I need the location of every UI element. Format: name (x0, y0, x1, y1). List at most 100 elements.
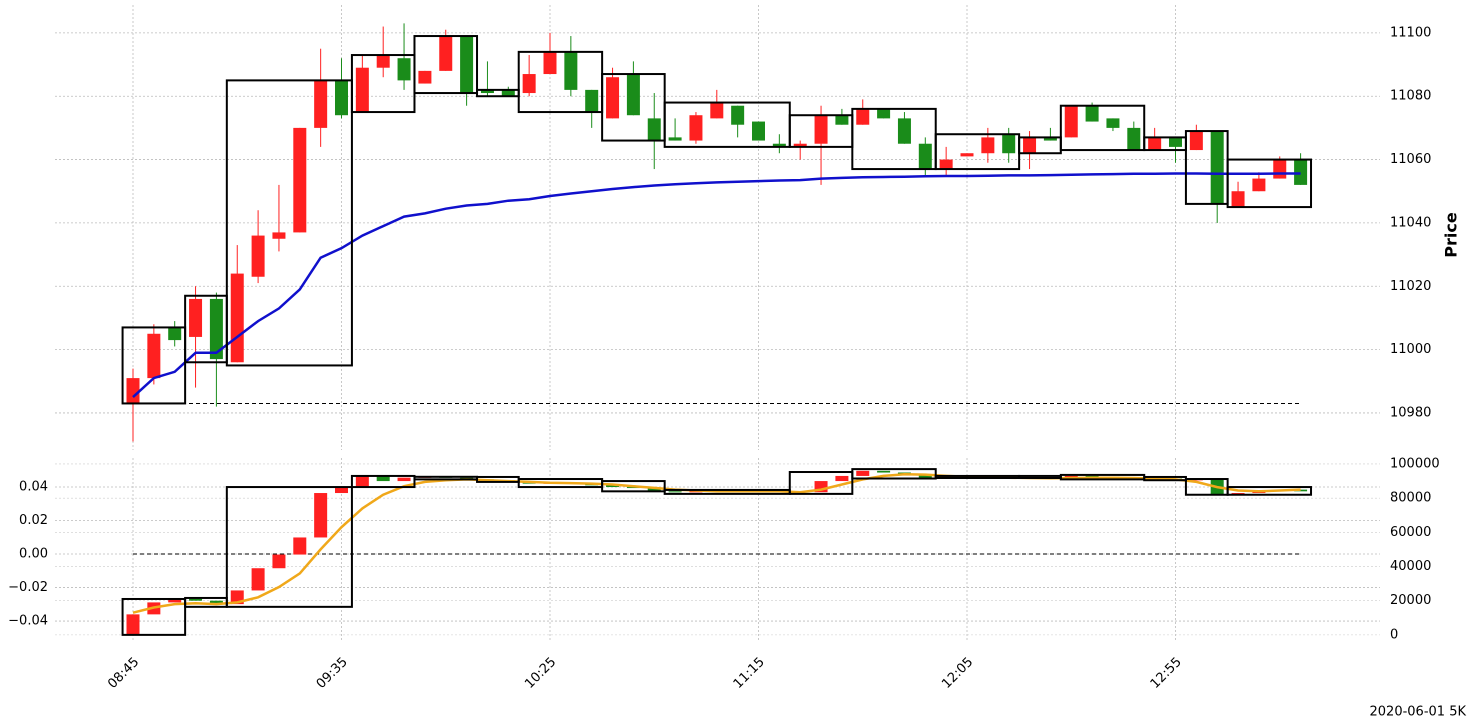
candle-body (480, 89, 494, 94)
candle-body (293, 537, 307, 555)
box (1226, 486, 1313, 496)
candle-body (1189, 131, 1203, 151)
y-tick-label: 10980 (1390, 405, 1431, 420)
candle-body (1085, 475, 1099, 477)
candle-body (168, 598, 182, 603)
candle-body (835, 115, 849, 125)
candle-body (647, 118, 661, 141)
box (350, 474, 416, 489)
candle-body (543, 51, 557, 75)
candle-body (772, 143, 786, 147)
candle-body (626, 487, 640, 489)
candle-body (397, 477, 411, 482)
candle-body (1023, 137, 1037, 154)
candle-body (209, 600, 223, 605)
candle-body (1148, 137, 1162, 151)
candle-body (230, 273, 244, 363)
candle-body (626, 74, 640, 116)
candle-body (272, 554, 286, 569)
y-tick-label: 11060 (1390, 152, 1431, 167)
box (663, 101, 791, 148)
candle-body (856, 470, 870, 476)
box (225, 486, 353, 608)
x-tick-label: 12:05 (939, 655, 976, 692)
y2-tick-label: 60000 (1390, 525, 1431, 540)
x-tick-label: 10:25 (522, 655, 559, 692)
box (1226, 158, 1313, 209)
box (121, 597, 187, 636)
y-tick-label: 11000 (1390, 342, 1431, 357)
candle-body (126, 614, 140, 635)
y-tick-label: 11080 (1390, 89, 1431, 104)
candle-body (335, 80, 348, 116)
candle-body (564, 51, 578, 90)
candle-body (1294, 159, 1308, 185)
y-tick-label: 0.02 (19, 513, 48, 528)
candle-body (355, 67, 369, 113)
box (121, 326, 187, 405)
candle-body (147, 333, 161, 379)
candle-body (439, 36, 453, 71)
candle-body (168, 327, 182, 341)
candle-body (376, 475, 390, 482)
candle-body (918, 474, 932, 479)
candle-body (585, 89, 599, 113)
candle-body (1127, 127, 1141, 151)
candle-body (189, 598, 203, 601)
candle-body (314, 80, 328, 128)
candle-body (918, 143, 932, 170)
candle-body (1169, 137, 1182, 147)
box (601, 480, 666, 493)
y-tick-label: 11040 (1390, 215, 1431, 230)
y2-tick-label: 20000 (1390, 593, 1431, 608)
line (132, 472, 1301, 614)
candle-body (314, 493, 328, 538)
candle-body (1252, 178, 1266, 192)
candle-body (355, 475, 369, 488)
candle-body (209, 298, 223, 360)
candle-body (877, 108, 891, 119)
candle-body (522, 74, 536, 94)
candle-body (335, 487, 348, 494)
candle-body (376, 55, 390, 68)
y-tick-label: 11020 (1390, 279, 1431, 294)
annotation: 2020-06-01 5K (1370, 705, 1467, 720)
candle-body (1085, 105, 1099, 122)
candle-body (1106, 118, 1120, 128)
box (413, 35, 479, 95)
box (1059, 104, 1146, 152)
candle-body (606, 485, 620, 488)
candle-body (793, 143, 807, 147)
candle-body (877, 470, 891, 473)
candle-body (460, 36, 474, 94)
candle-body (126, 378, 140, 404)
candle-body (606, 77, 620, 119)
candle-body (981, 137, 995, 154)
y-axis-title: Price (1442, 212, 1461, 258)
candle-body (1273, 159, 1287, 179)
candle-body (1064, 105, 1078, 138)
candle-body (501, 89, 515, 97)
x-tick-label: 11:15 (731, 655, 768, 692)
candle-body (647, 487, 661, 492)
candle-body (939, 159, 953, 170)
candle-body (189, 298, 203, 337)
candle-body (752, 121, 765, 141)
y2-tick-label: 80000 (1390, 491, 1431, 506)
y-tick-label: 0.00 (19, 547, 48, 562)
x-tick-label: 09:35 (314, 655, 351, 692)
y2-tick-label: 40000 (1390, 559, 1431, 574)
candle-body (835, 475, 849, 482)
candle-body (856, 108, 870, 125)
box (851, 468, 937, 480)
y2-tick-label: 100000 (1390, 456, 1440, 471)
box (788, 471, 854, 495)
candle-body (731, 105, 745, 125)
candle-body (1210, 131, 1224, 204)
candle-body (251, 568, 265, 591)
y2-tick-label: 0 (1390, 627, 1398, 642)
candle-body (960, 153, 974, 157)
y-tick-label: 11100 (1390, 25, 1431, 40)
candle-body (814, 115, 828, 144)
